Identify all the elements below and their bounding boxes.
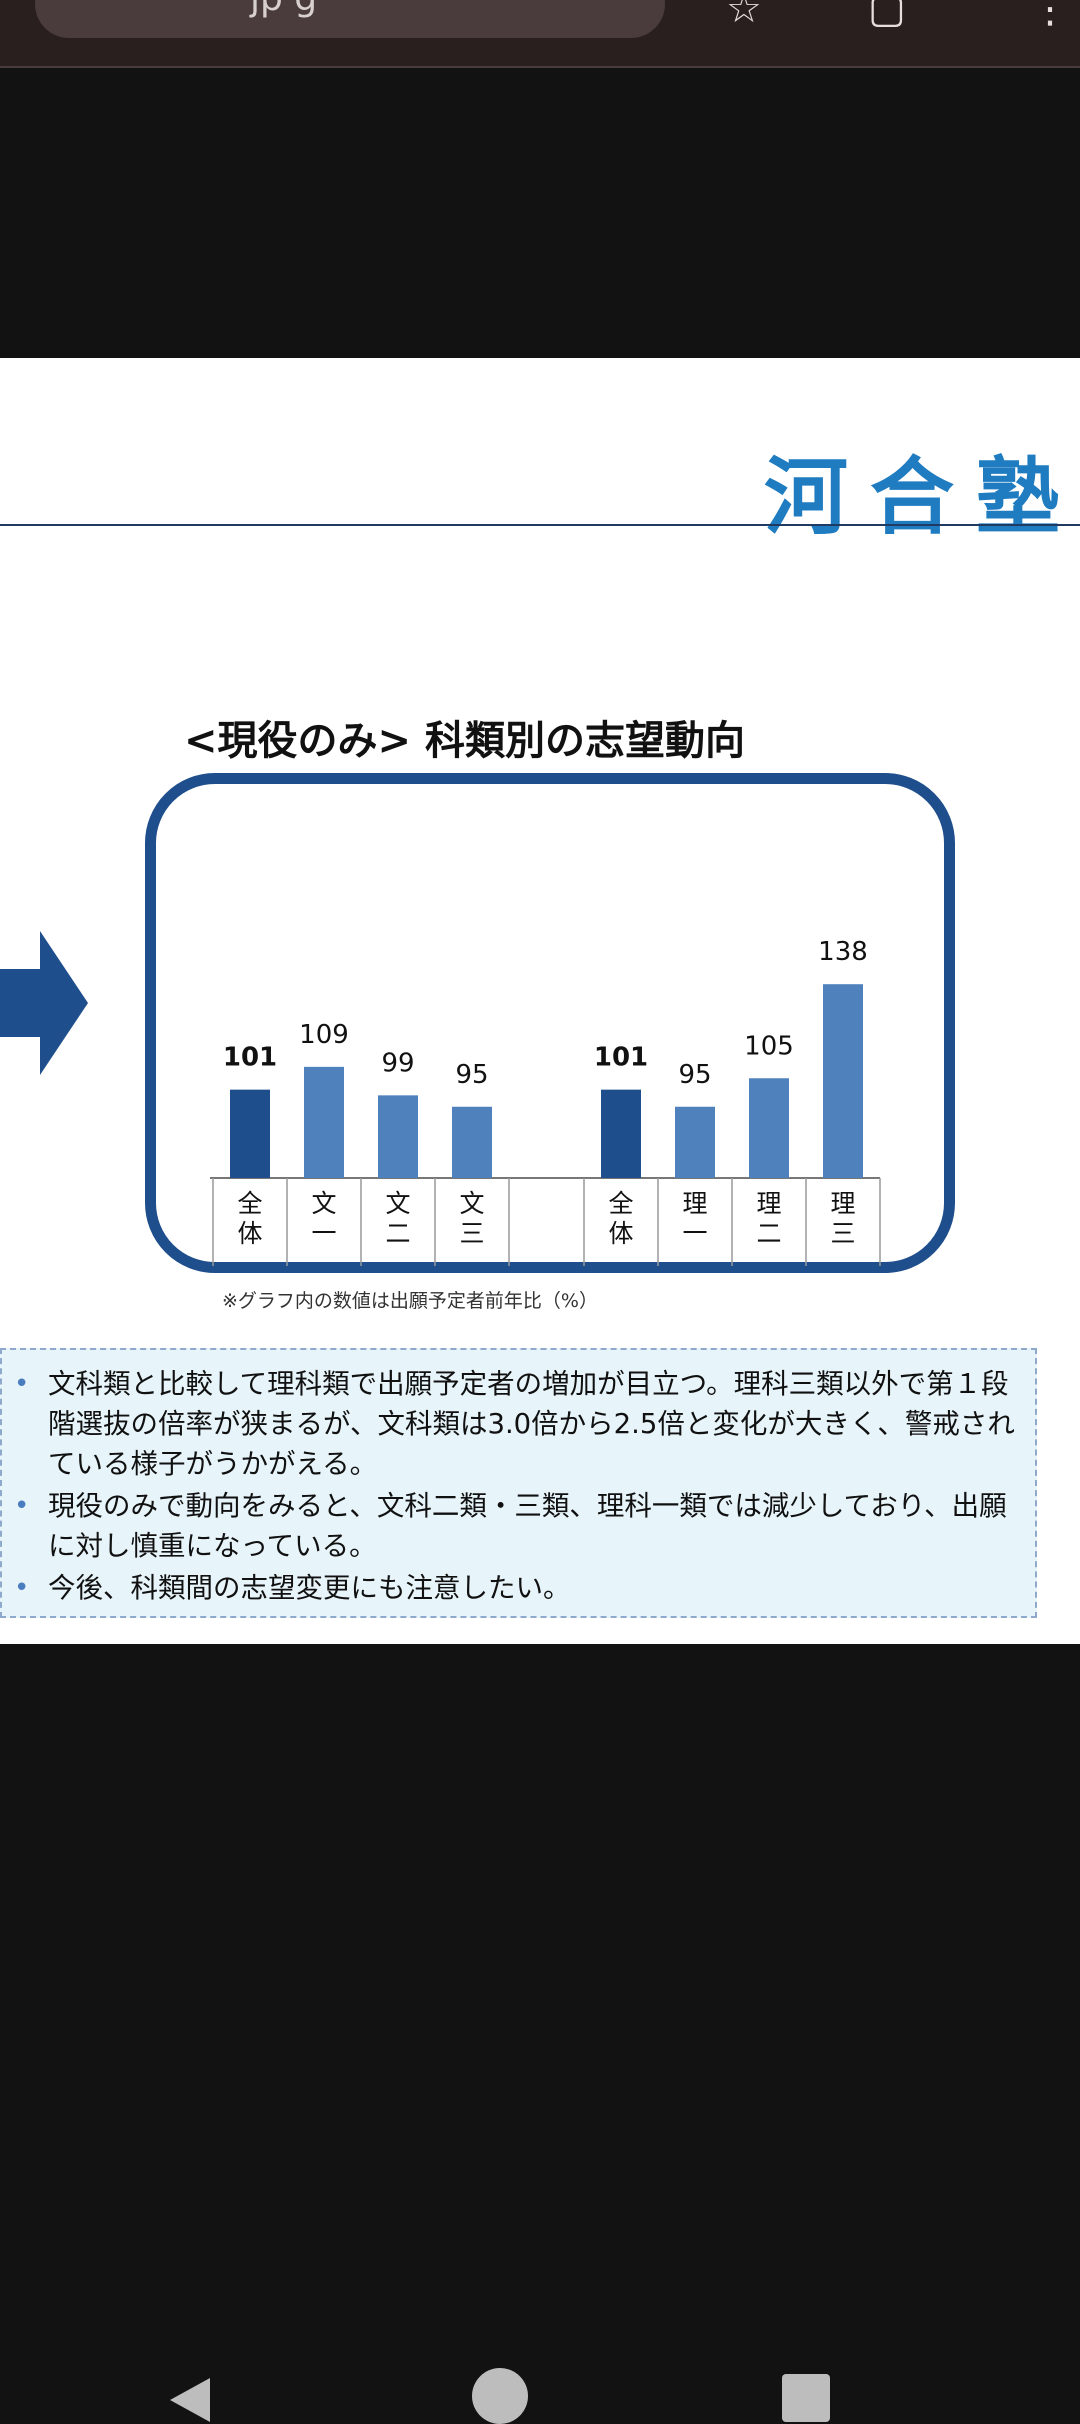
address-bar-text: jp g [250, 0, 317, 19]
chart-frame [145, 773, 955, 1273]
tick-label: 文 [311, 1189, 336, 1218]
slide-image: 河合塾 <現役のみ> 科類別の志望動向 101 全体 109 文一 99 文二 95 文三 10… [0, 358, 1080, 1644]
tick-label: 一 [311, 1219, 336, 1248]
bar [378, 1095, 418, 1178]
tick-label: 三 [459, 1219, 484, 1248]
bullet-icon: • [14, 1491, 30, 1521]
bar [304, 1066, 344, 1178]
tick-label: 文 [385, 1189, 410, 1218]
bar [230, 1089, 270, 1178]
star-icon[interactable]: ☆ [726, 0, 762, 32]
notes-box: • 文科類と比較して理科類で出願予定者の増加が目立つ。理科三類以外で第１段階選抜の… [0, 1348, 1037, 1618]
bar [675, 1106, 715, 1178]
data-label: 109 [299, 1020, 349, 1050]
arrow-right-icon [0, 931, 88, 1075]
system-nav-bar [0, 2330, 1080, 2424]
back-icon[interactable] [170, 2378, 210, 2422]
tick-label: 文 [459, 1189, 484, 1218]
data-label: 105 [744, 1031, 794, 1061]
bar [823, 984, 863, 1178]
bullet-icon: • [14, 1573, 30, 1603]
data-label: 95 [678, 1060, 711, 1090]
note-item: • 現役のみで動向をみると、文科二類・三類、理科一類では減少しており、出願に対し慎… [14, 1486, 1015, 1566]
data-label: 99 [381, 1048, 414, 1078]
tick-label: 二 [385, 1219, 410, 1248]
tick-label: 体 [608, 1219, 633, 1248]
tick-label: 体 [237, 1219, 262, 1248]
kawaijuku-logo: 河合塾 [763, 448, 1080, 546]
tick-label: 全 [237, 1189, 262, 1218]
tick-label: 三 [830, 1219, 855, 1248]
chart-footnote: ※グラフ内の数値は出願予定者前年比（%） [222, 1290, 598, 1312]
header-divider [0, 524, 1080, 526]
bar [452, 1106, 492, 1178]
note-item: • 文科類と比較して理科類で出願予定者の増加が目立つ。理科三類以外で第１段階選抜の… [14, 1364, 1015, 1484]
data-label: 95 [455, 1060, 488, 1090]
bar [749, 1078, 789, 1178]
tick-label: 一 [682, 1219, 707, 1248]
tick-label: 理 [756, 1189, 781, 1218]
tick-label: 理 [830, 1189, 855, 1218]
bullet-icon: • [14, 1369, 30, 1399]
bar [601, 1089, 641, 1178]
data-label: 101 [594, 1043, 648, 1073]
data-label: 138 [818, 937, 868, 967]
tick-label: 理 [682, 1189, 707, 1218]
tick-label: 二 [756, 1219, 781, 1248]
note-item: • 今後、科類間の志望変更にも注意したい。 [14, 1568, 1015, 1608]
chart-title: <現役のみ> 科類別の志望動向 [184, 718, 745, 764]
more-icon[interactable]: ⋮ [1030, 0, 1070, 32]
recent-apps-icon[interactable] [782, 2374, 830, 2422]
data-label: 101 [223, 1043, 277, 1073]
tabs-icon[interactable]: ▢ [868, 0, 906, 32]
browser-toolbar: jp g ☆ ▢ ⋮ [0, 0, 1080, 68]
address-bar[interactable] [35, 0, 665, 38]
home-icon[interactable] [472, 2368, 528, 2424]
tick-label: 全 [608, 1189, 633, 1218]
